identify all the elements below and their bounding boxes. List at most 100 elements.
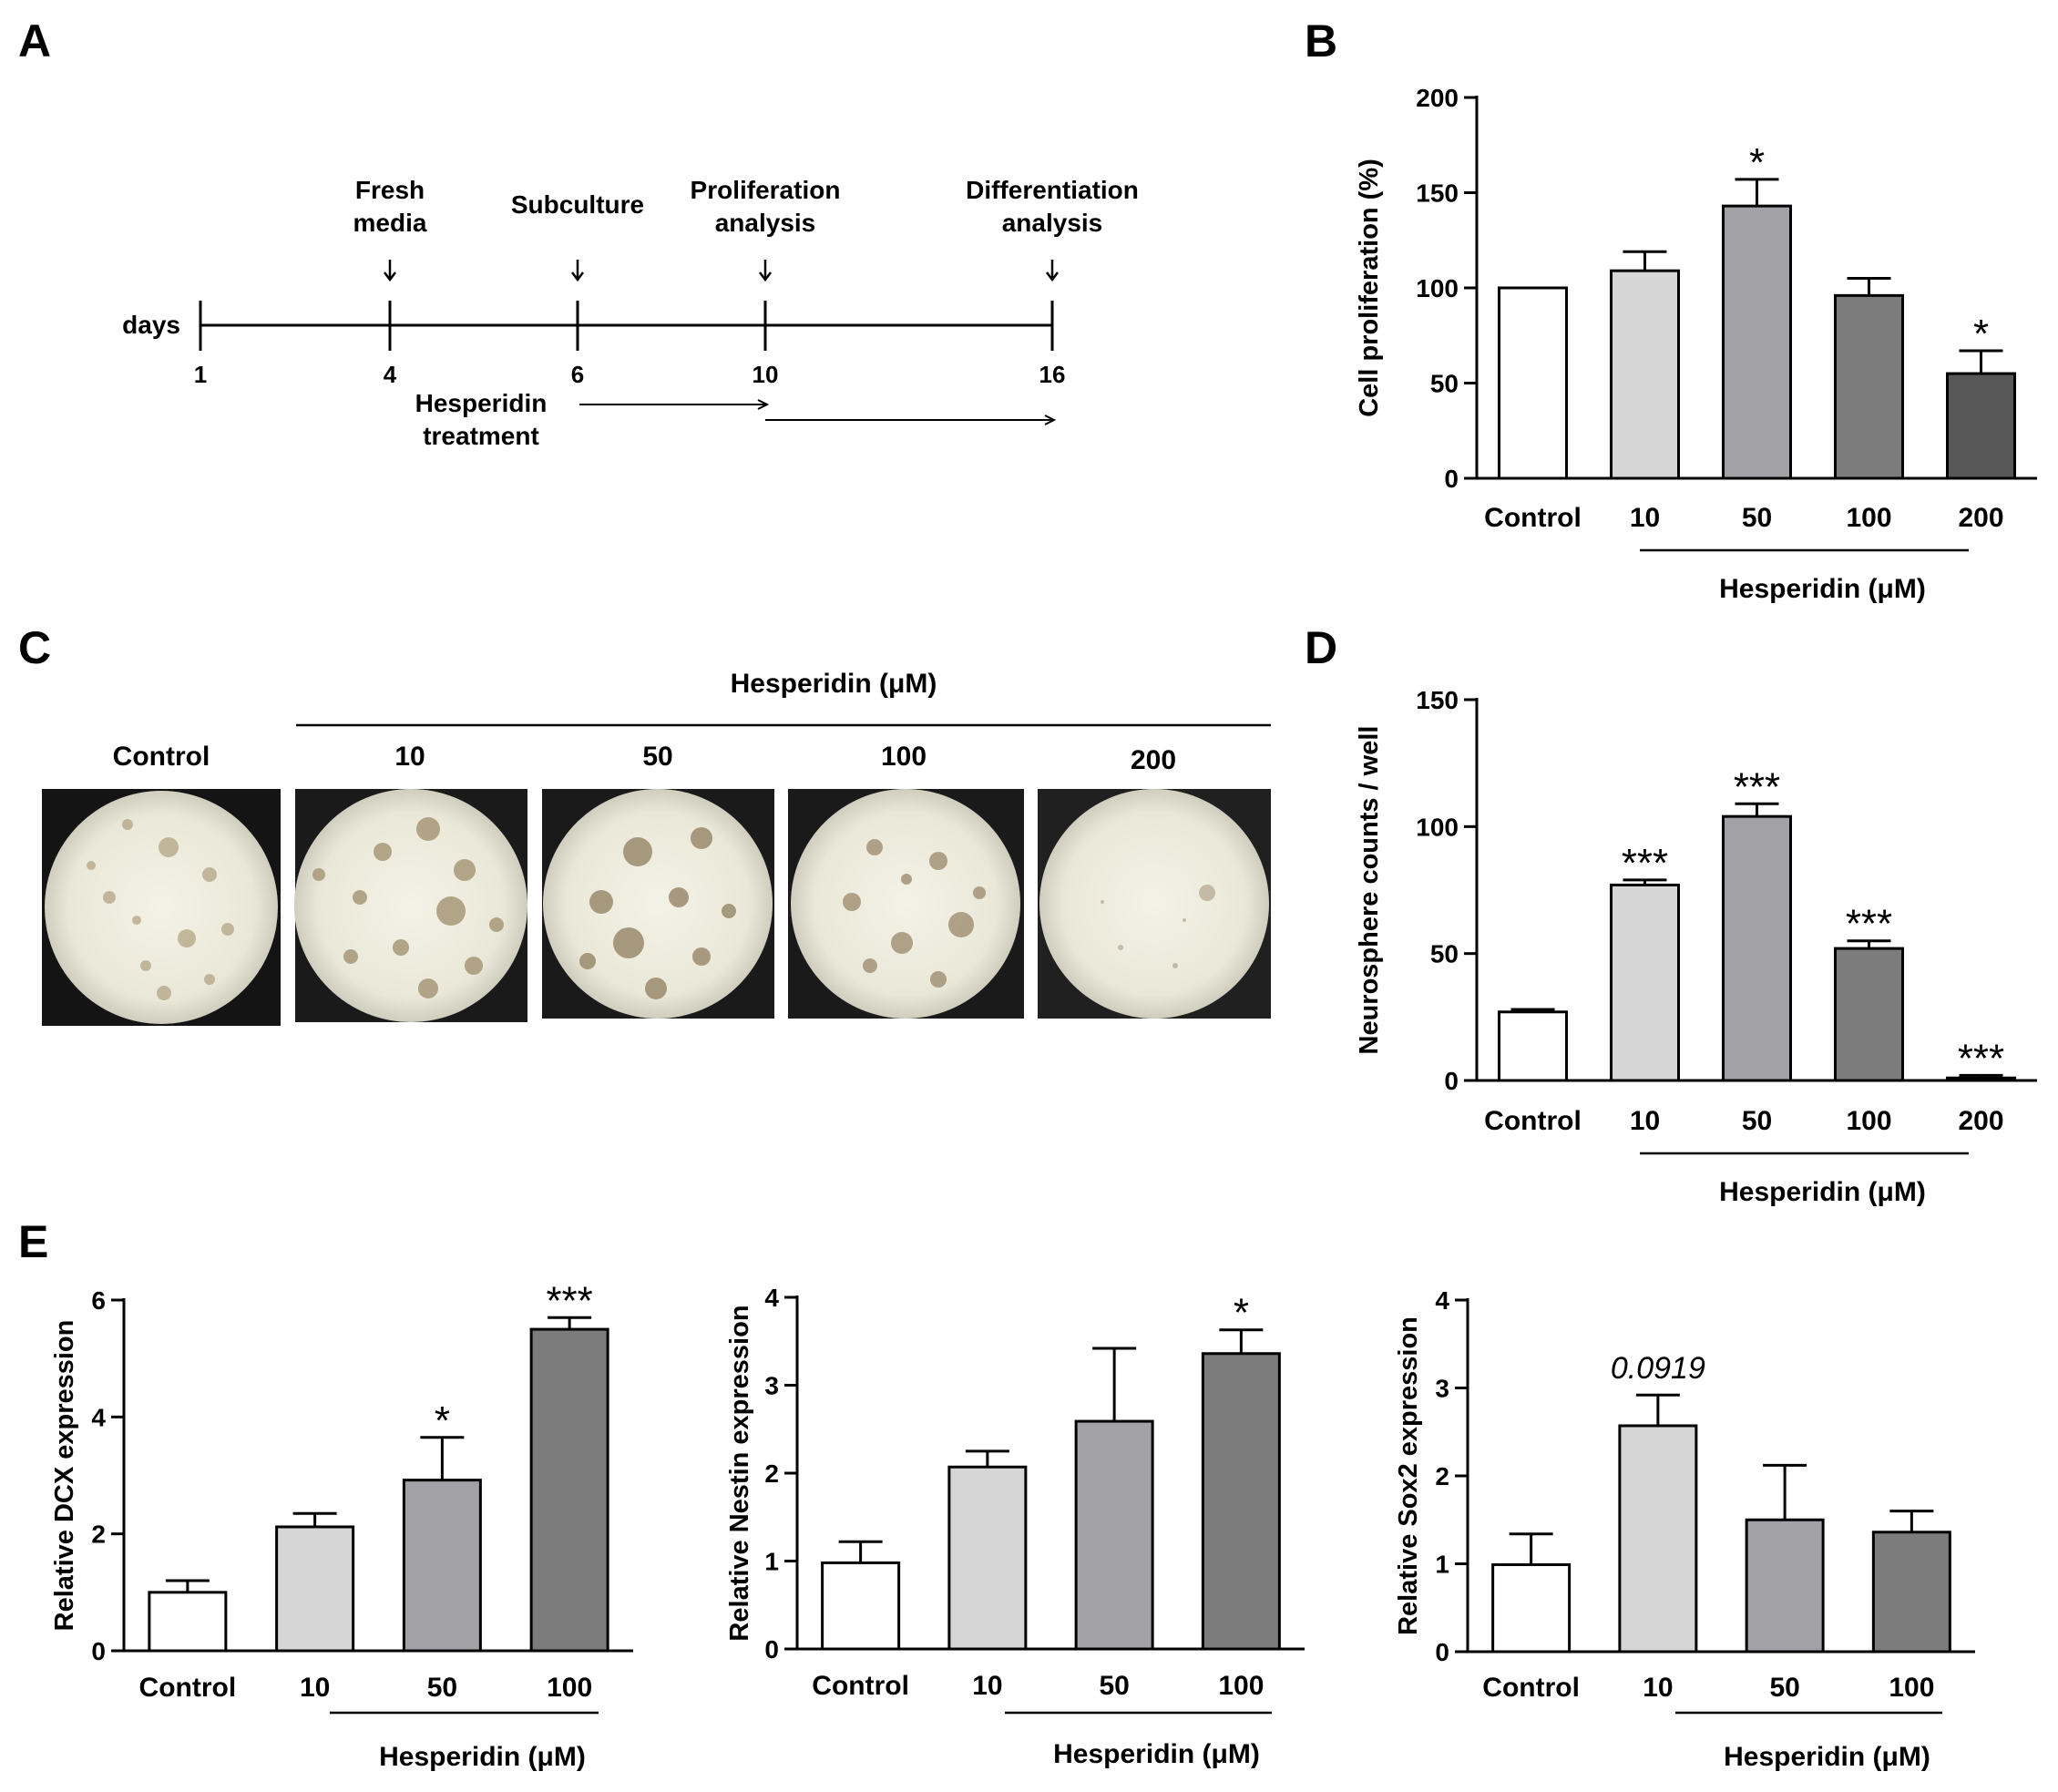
x-axis-label: Hesperidin (μM) <box>1719 1177 1926 1207</box>
bar <box>529 1327 609 1653</box>
x-tick-label: Control <box>812 1671 909 1701</box>
y-tick-label: 2 <box>764 1459 779 1488</box>
image-label: Control <box>113 742 210 772</box>
y-axis-label: Relative DCX expression <box>50 1320 79 1632</box>
y-tick-label: 100 <box>1416 274 1459 302</box>
x-tick-label: Control <box>1484 503 1582 533</box>
x-tick-label: 50 <box>1742 1106 1772 1136</box>
bar <box>1491 1562 1572 1654</box>
x-tick-label: 10 <box>1630 503 1660 533</box>
image-label: 100 <box>881 742 927 772</box>
x-tick-label: 10 <box>1643 1673 1673 1703</box>
timeline-axis-label: days <box>122 311 180 339</box>
dish-image-control <box>42 789 281 1026</box>
bar <box>1610 269 1680 480</box>
treatment-label: treatment <box>423 422 539 450</box>
x-tick-label: 50 <box>1099 1671 1129 1701</box>
event-label: media <box>353 209 427 237</box>
x-tick-label: Control <box>139 1673 237 1703</box>
y-tick-label: 1 <box>764 1548 779 1576</box>
y-tick-label: 4 <box>91 1403 106 1431</box>
x-axis-label: Hesperidin (μM) <box>1719 574 1926 604</box>
bar <box>1618 1424 1698 1654</box>
x-tick-label: 100 <box>547 1673 592 1703</box>
bar <box>1834 293 1904 480</box>
y-axis-label: Relative Sox2 expression <box>1394 1316 1423 1635</box>
bar <box>1871 1531 1951 1654</box>
timeline-day: 6 <box>571 361 584 388</box>
x-axis-label: Hesperidin (μM) <box>379 1742 586 1772</box>
chart-cell-proliferation: 0 50 100 150 200 Cell proliferation (%) Contro… <box>1355 84 2037 604</box>
y-tick-label: 100 <box>1416 813 1459 841</box>
bar <box>1946 1076 2016 1082</box>
significance-label: *** <box>1734 764 1780 809</box>
bar <box>1946 372 2016 480</box>
x-tick-label: 100 <box>1218 1671 1264 1701</box>
event-label: analysis <box>1002 209 1103 237</box>
y-tick-label: 4 <box>764 1284 779 1312</box>
significance-label: * <box>1234 1291 1249 1336</box>
y-tick-label: 6 <box>91 1286 106 1315</box>
timeline-day: 10 <box>753 361 779 388</box>
bar <box>1498 1010 1568 1082</box>
y-tick-label: 0 <box>764 1635 779 1664</box>
treatment-arrows <box>579 399 1057 425</box>
microscopy-panel: Hesperidin (μM) Control 10 50 100 200 <box>42 669 1271 1026</box>
y-tick-label: 50 <box>1430 940 1459 968</box>
significance-label: * <box>1749 140 1765 185</box>
bar <box>1610 883 1680 1082</box>
x-tick-label: 10 <box>300 1673 330 1703</box>
y-tick-label: 0 <box>1444 1067 1459 1095</box>
bar <box>1834 947 1904 1082</box>
timeline: days 1 4 6 10 16 Fresh media Subculture … <box>122 176 1139 450</box>
treatment-label: Hesperidin <box>415 389 548 417</box>
image-label: 200 <box>1131 745 1176 775</box>
significance-label: *** <box>546 1278 592 1323</box>
x-axis-label: Hesperidin (μM) <box>1724 1742 1930 1772</box>
event-arrows <box>384 260 1059 282</box>
timeline-day: 16 <box>1039 361 1066 388</box>
dish-image-50 <box>542 789 774 1019</box>
event-label: Subculture <box>511 190 644 219</box>
x-tick-label: 100 <box>1846 503 1891 533</box>
bar <box>1074 1419 1154 1651</box>
y-tick-label: 0 <box>1444 465 1459 493</box>
panel-letter-b: B <box>1305 15 1337 67</box>
image-label: 50 <box>642 742 672 772</box>
y-tick-label: 0 <box>1435 1638 1449 1666</box>
y-tick-label: 2 <box>1435 1462 1449 1490</box>
dish-image-10 <box>294 789 527 1022</box>
x-tick-label: 10 <box>1630 1106 1660 1136</box>
event-label: Fresh <box>355 176 425 204</box>
image-label: 10 <box>394 742 425 772</box>
chart-nestin-expression: 0 1 2 3 4 Relative Nestin expression Control 10… <box>725 1284 1305 1769</box>
bar <box>1745 1518 1825 1654</box>
significance-label: * <box>1973 312 1989 356</box>
timeline-day: 4 <box>384 361 397 388</box>
p-value-label: 0.0919 <box>1611 1351 1705 1386</box>
bar <box>402 1479 482 1653</box>
significance-label: *** <box>1846 902 1892 947</box>
x-tick-label: Control <box>1482 1673 1580 1703</box>
bar <box>1498 286 1568 480</box>
y-tick-label: 0 <box>91 1637 106 1665</box>
y-tick-label: 150 <box>1416 686 1459 714</box>
dish-image-200 <box>1038 789 1271 1019</box>
timeline-day: 1 <box>194 361 207 388</box>
chart-neurosphere-counts: 0 50 100 150 Neurosphere counts / well Contro… <box>1355 686 2037 1207</box>
event-label: Proliferation <box>691 176 841 204</box>
y-tick-label: 2 <box>91 1521 106 1549</box>
x-tick-label: 100 <box>1846 1106 1891 1136</box>
bar <box>947 1465 1028 1651</box>
y-tick-label: 1 <box>1435 1551 1449 1579</box>
dish-image-100 <box>788 789 1024 1019</box>
y-axis-label: Cell proliferation (%) <box>1355 159 1384 417</box>
significance-label: * <box>435 1398 450 1443</box>
event-label: Differentiation <box>966 176 1139 204</box>
bar <box>1722 814 1792 1082</box>
y-axis-label: Neurosphere counts / well <box>1355 726 1384 1055</box>
x-tick-label: 50 <box>427 1673 457 1703</box>
y-tick-label: 50 <box>1430 370 1459 398</box>
panel-letter-a: A <box>18 15 51 67</box>
